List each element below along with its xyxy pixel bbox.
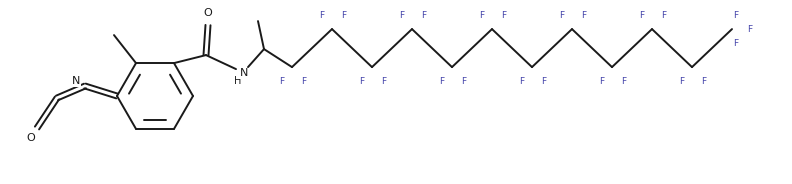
Text: F: F	[661, 11, 667, 20]
Text: F: F	[399, 11, 405, 20]
Text: F: F	[733, 11, 739, 20]
Text: N: N	[72, 76, 80, 86]
Text: F: F	[319, 11, 325, 20]
Text: F: F	[280, 77, 284, 86]
Text: F: F	[622, 77, 626, 86]
Text: F: F	[382, 77, 386, 86]
Text: F: F	[600, 77, 604, 86]
Text: F: F	[559, 11, 565, 20]
Text: F: F	[421, 11, 427, 20]
Text: F: F	[360, 77, 364, 86]
Text: F: F	[542, 77, 546, 86]
Text: N: N	[240, 68, 248, 78]
Text: F: F	[748, 25, 752, 34]
Text: O: O	[27, 133, 36, 143]
Text: F: F	[639, 11, 645, 20]
Text: F: F	[581, 11, 587, 20]
Text: F: F	[462, 77, 466, 86]
Text: F: F	[702, 77, 706, 86]
Text: H: H	[234, 76, 242, 86]
Text: F: F	[440, 77, 444, 86]
Text: F: F	[520, 77, 524, 86]
Text: O: O	[204, 8, 212, 18]
Text: F: F	[341, 11, 347, 20]
Text: F: F	[680, 77, 684, 86]
Text: F: F	[302, 77, 307, 86]
Text: F: F	[501, 11, 507, 20]
Text: F: F	[733, 39, 739, 48]
Text: F: F	[479, 11, 485, 20]
